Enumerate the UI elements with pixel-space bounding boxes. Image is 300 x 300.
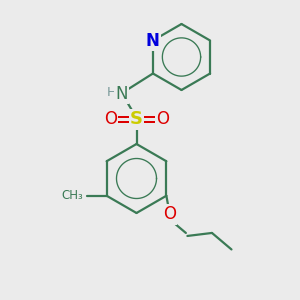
Text: H: H	[107, 86, 116, 99]
Text: O: O	[104, 110, 117, 128]
Text: CH₃: CH₃	[61, 189, 83, 202]
Text: N: N	[115, 85, 128, 103]
Text: O: O	[156, 110, 169, 128]
Text: N: N	[146, 32, 160, 50]
Text: S: S	[130, 110, 143, 128]
Text: O: O	[163, 206, 176, 223]
